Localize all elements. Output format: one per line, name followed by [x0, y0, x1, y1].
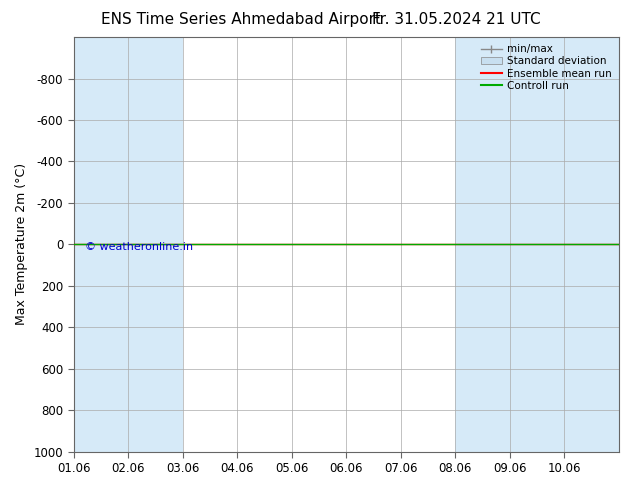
Bar: [74, 37, 128, 452]
Bar: [510, 37, 564, 452]
Text: Fr. 31.05.2024 21 UTC: Fr. 31.05.2024 21 UTC: [372, 12, 541, 27]
Bar: [128, 37, 183, 452]
Bar: [564, 37, 619, 452]
Text: ENS Time Series Ahmedabad Airport: ENS Time Series Ahmedabad Airport: [101, 12, 381, 27]
Legend: min/max, Standard deviation, Ensemble mean run, Controll run: min/max, Standard deviation, Ensemble me…: [477, 40, 616, 95]
Bar: [455, 37, 510, 452]
Text: © weatheronline.in: © weatheronline.in: [84, 242, 193, 252]
Y-axis label: Max Temperature 2m (°C): Max Temperature 2m (°C): [15, 163, 28, 325]
